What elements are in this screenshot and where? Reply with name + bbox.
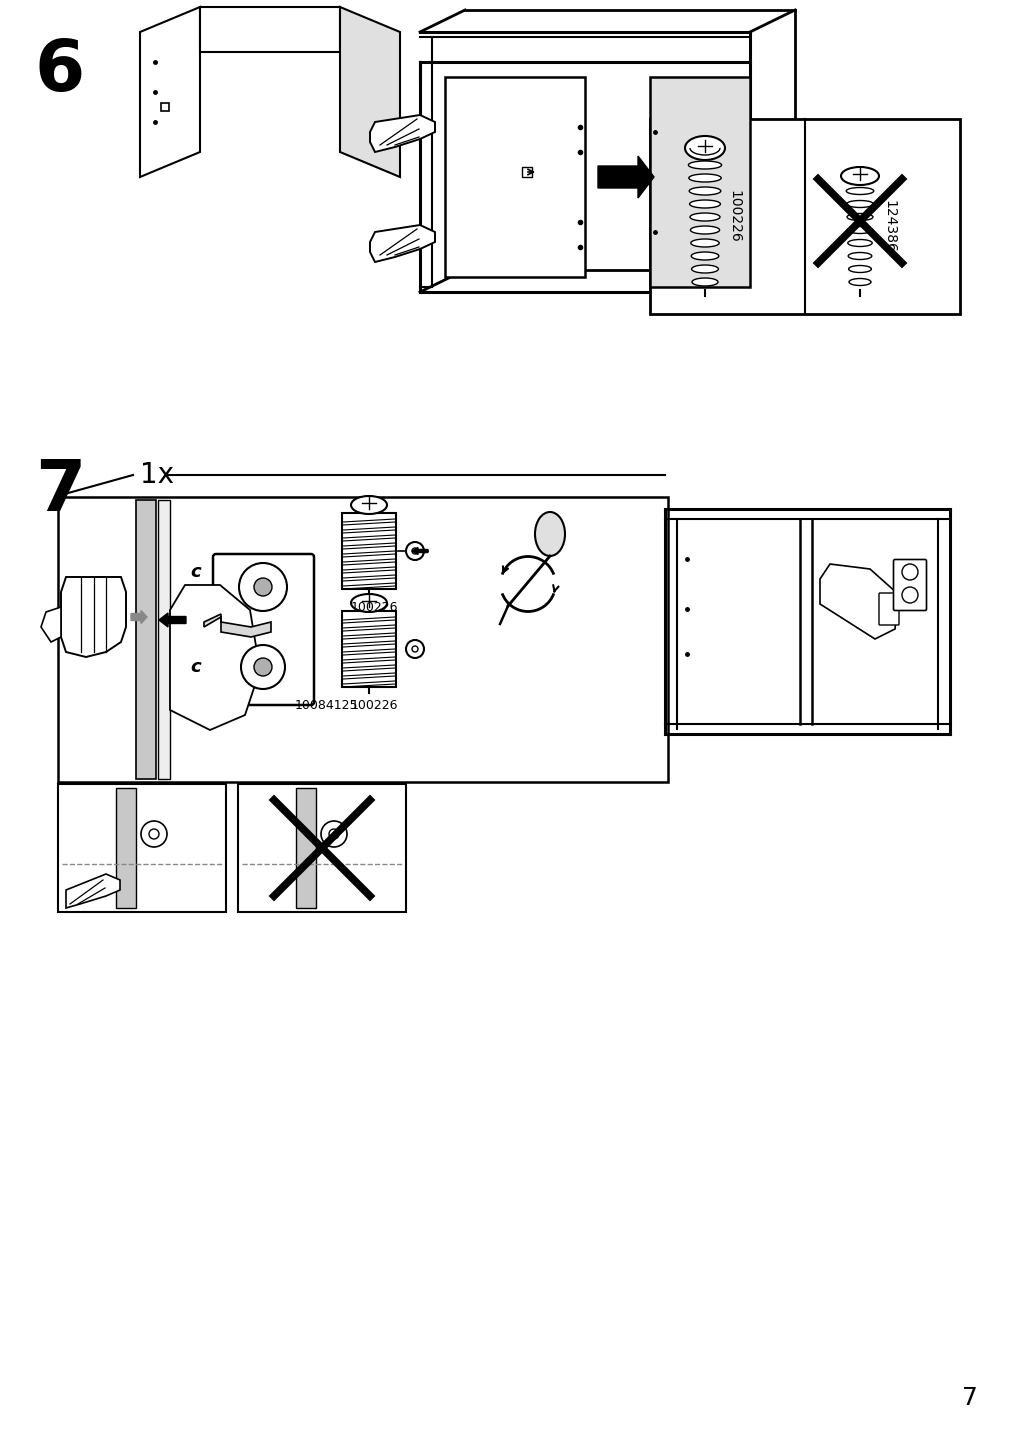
Bar (342, 611, 395, 687)
Text: 100226: 100226 (726, 189, 740, 242)
FancyBboxPatch shape (879, 593, 898, 624)
Ellipse shape (351, 594, 386, 611)
Bar (649, 119, 959, 314)
Polygon shape (370, 115, 435, 152)
Ellipse shape (351, 495, 386, 514)
Bar (158, 500, 170, 779)
Ellipse shape (684, 136, 724, 160)
Circle shape (141, 821, 167, 846)
Polygon shape (204, 614, 271, 637)
Bar (135, 500, 156, 779)
Polygon shape (649, 77, 749, 286)
Bar (342, 513, 395, 589)
Text: 10084125: 10084125 (295, 699, 358, 712)
Circle shape (149, 829, 159, 839)
Circle shape (411, 548, 418, 554)
FancyArrow shape (159, 613, 186, 627)
Text: 124386: 124386 (882, 199, 895, 252)
Ellipse shape (535, 513, 564, 556)
Bar (238, 783, 405, 912)
Text: 7: 7 (35, 457, 85, 526)
Ellipse shape (847, 252, 870, 259)
Bar (116, 788, 135, 908)
Polygon shape (819, 564, 897, 639)
Circle shape (901, 564, 917, 580)
Bar (58, 497, 667, 782)
Polygon shape (61, 577, 126, 657)
Ellipse shape (846, 200, 872, 208)
FancyArrow shape (411, 547, 428, 554)
Ellipse shape (688, 200, 720, 208)
Bar (522, 168, 532, 178)
Polygon shape (66, 874, 120, 908)
Circle shape (405, 541, 424, 560)
Ellipse shape (848, 278, 870, 285)
Circle shape (901, 587, 917, 603)
Ellipse shape (840, 168, 879, 185)
Ellipse shape (690, 226, 719, 233)
Text: 6: 6 (35, 37, 85, 106)
Polygon shape (140, 7, 200, 178)
Polygon shape (41, 607, 61, 642)
Ellipse shape (691, 239, 719, 246)
Circle shape (405, 640, 424, 657)
Ellipse shape (846, 213, 872, 221)
Ellipse shape (845, 188, 872, 195)
Bar (295, 788, 315, 908)
Circle shape (254, 579, 272, 596)
Text: 1x: 1x (140, 461, 174, 488)
Circle shape (411, 646, 418, 652)
Polygon shape (370, 225, 435, 262)
Ellipse shape (847, 239, 871, 246)
Bar (58, 783, 225, 912)
Ellipse shape (687, 160, 721, 169)
Ellipse shape (691, 265, 718, 274)
FancyBboxPatch shape (212, 554, 313, 705)
Circle shape (320, 821, 347, 846)
Ellipse shape (691, 252, 718, 261)
Ellipse shape (846, 226, 871, 233)
Text: c: c (190, 563, 200, 581)
FancyArrow shape (598, 156, 653, 198)
Ellipse shape (688, 175, 721, 182)
FancyBboxPatch shape (893, 560, 926, 610)
Ellipse shape (848, 265, 870, 272)
Polygon shape (200, 7, 340, 52)
Circle shape (254, 657, 272, 676)
Text: 7: 7 (961, 1386, 977, 1411)
Text: c: c (190, 657, 200, 676)
Circle shape (241, 644, 285, 689)
FancyArrow shape (130, 610, 147, 623)
Ellipse shape (692, 278, 717, 286)
Text: 100226: 100226 (351, 699, 398, 712)
Polygon shape (445, 77, 584, 276)
Ellipse shape (688, 188, 720, 195)
Circle shape (329, 829, 339, 839)
Circle shape (239, 563, 287, 611)
Text: 100226: 100226 (351, 601, 398, 614)
Polygon shape (340, 7, 399, 178)
Ellipse shape (690, 213, 719, 221)
Polygon shape (170, 586, 260, 730)
